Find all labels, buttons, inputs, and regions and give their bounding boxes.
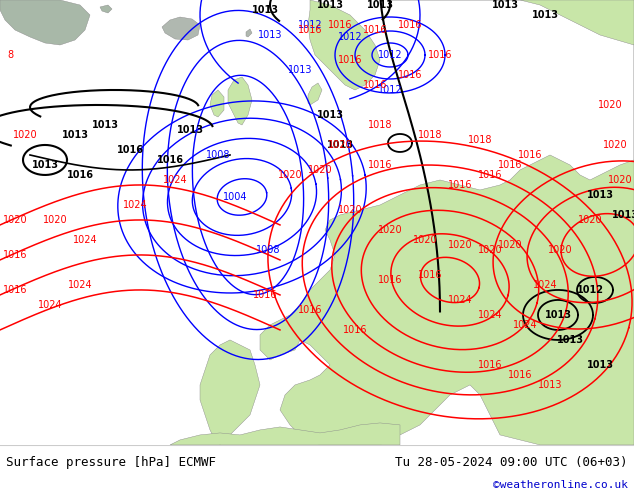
Text: 1020: 1020 [3,215,27,225]
Text: 1004: 1004 [223,192,247,202]
Text: 1016: 1016 [117,145,143,155]
Text: 1020: 1020 [448,240,472,250]
Polygon shape [308,0,380,90]
Text: 1018: 1018 [418,130,443,140]
Text: 1020: 1020 [607,175,632,185]
Text: 1020: 1020 [603,140,627,150]
Text: 1024: 1024 [513,320,537,330]
Text: 1013: 1013 [491,0,519,10]
Text: 1012: 1012 [298,20,322,30]
Polygon shape [308,83,322,105]
Polygon shape [228,77,252,125]
Text: 1016: 1016 [338,55,362,65]
Polygon shape [0,0,90,45]
Text: 1013: 1013 [586,360,614,370]
Text: 1020: 1020 [498,240,522,250]
Polygon shape [162,17,200,40]
Text: 1020: 1020 [378,225,403,235]
Text: 1013: 1013 [538,380,562,390]
Text: 1016: 1016 [368,160,392,170]
Text: 1018: 1018 [468,135,492,145]
Text: 1016: 1016 [508,370,533,380]
Text: 1024: 1024 [448,295,472,305]
Text: 1016: 1016 [448,180,472,190]
Text: 1016: 1016 [67,170,93,180]
Text: 1013: 1013 [316,110,344,120]
Text: ©weatheronline.co.uk: ©weatheronline.co.uk [493,480,628,490]
Text: 1024: 1024 [533,280,557,290]
Text: 1013: 1013 [32,160,58,170]
Text: 1013: 1013 [586,190,614,200]
Text: 1013: 1013 [316,0,344,10]
Text: 1020: 1020 [42,215,67,225]
Text: 1013: 1013 [366,0,394,10]
Text: 1016: 1016 [363,25,387,35]
Text: 1016: 1016 [298,25,322,35]
Text: 1016: 1016 [328,20,353,30]
Text: 1020: 1020 [578,215,602,225]
Text: 1013: 1013 [176,125,204,135]
Polygon shape [210,90,224,117]
Text: 1024: 1024 [477,310,502,320]
Text: 1013: 1013 [288,65,313,75]
Text: 1013: 1013 [327,140,354,150]
Text: 1020: 1020 [477,245,502,255]
Text: 1016: 1016 [428,50,452,60]
Text: 1016: 1016 [518,150,542,160]
Text: 1024: 1024 [37,300,62,310]
Text: 1016: 1016 [418,270,443,280]
Text: 1016: 1016 [253,290,277,300]
Text: 1012: 1012 [378,85,403,95]
Text: 1020: 1020 [13,130,37,140]
Text: 1020: 1020 [338,205,362,215]
Text: 1016: 1016 [363,80,387,90]
Text: 1013: 1013 [531,10,559,20]
Text: Surface pressure [hPa] ECMWF: Surface pressure [hPa] ECMWF [6,456,216,468]
Text: 1008: 1008 [256,245,280,255]
Text: 1020: 1020 [328,140,353,150]
Text: 1016: 1016 [478,170,502,180]
Text: 1024: 1024 [123,200,147,210]
Polygon shape [246,29,252,37]
Text: 8: 8 [7,50,13,60]
Text: 1016: 1016 [498,160,522,170]
Text: 1008: 1008 [206,150,230,160]
Text: 1013: 1013 [557,335,583,345]
Text: 1012: 1012 [576,285,604,295]
Text: 1024: 1024 [163,175,187,185]
Polygon shape [260,0,634,445]
Text: 1024: 1024 [73,235,97,245]
Text: 1016: 1016 [3,250,27,260]
Text: 1013: 1013 [252,5,278,15]
Text: 1012: 1012 [338,32,362,42]
Polygon shape [200,340,260,445]
Text: 1024: 1024 [68,280,93,290]
Polygon shape [170,423,400,445]
Text: 1016: 1016 [343,325,367,335]
Text: 1013: 1013 [91,120,119,130]
Text: 1016: 1016 [157,155,183,165]
Text: 1020: 1020 [413,235,437,245]
Text: 1016: 1016 [398,70,422,80]
Text: 1018: 1018 [368,120,392,130]
Polygon shape [100,5,112,13]
Text: 1020: 1020 [307,165,332,175]
Text: 1020: 1020 [548,245,573,255]
Text: Tu 28-05-2024 09:00 UTC (06+03): Tu 28-05-2024 09:00 UTC (06+03) [395,456,628,468]
Text: 1020: 1020 [278,170,302,180]
Text: 1013: 1013 [612,210,634,220]
Text: 1016: 1016 [398,20,422,30]
Text: 1013: 1013 [258,30,282,40]
Text: 1016: 1016 [298,305,322,315]
Text: 1016: 1016 [3,285,27,295]
Text: 1013: 1013 [61,130,89,140]
Text: 1020: 1020 [598,100,623,110]
Text: 1013: 1013 [545,310,571,320]
Text: 1016: 1016 [478,360,502,370]
Text: 1016: 1016 [378,275,402,285]
Text: 1012: 1012 [378,50,403,60]
